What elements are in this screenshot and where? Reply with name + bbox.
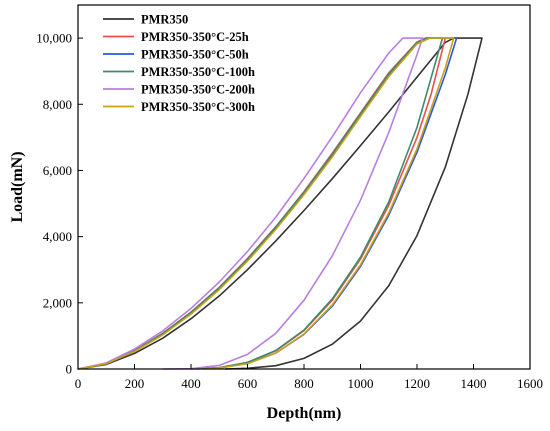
y-tick-label: 0: [66, 362, 73, 377]
series-line-0: [77, 37, 483, 370]
x-tick-label: 1000: [348, 376, 374, 391]
x-tick-label: 600: [238, 376, 258, 391]
x-axis-title: Depth(nm): [267, 405, 342, 422]
legend: PMR350 PMR350-350°C-25h PMR350-350°C-50h PM…: [103, 13, 255, 114]
series-line-3: [77, 37, 444, 370]
series-line-2: [77, 37, 458, 370]
x-tick-label: 0: [75, 376, 82, 391]
y-axis-title: Load(mN): [9, 151, 26, 222]
series-line-1: [77, 37, 447, 370]
y-tick-label: 4,000: [43, 229, 72, 244]
x-tick-label: 200: [125, 376, 145, 391]
series-layer: [77, 37, 483, 370]
x-tick-label: 400: [181, 376, 201, 391]
y-tick-label: 6,000: [43, 163, 72, 178]
legend-label-4: PMR350-350°C-200h: [141, 83, 255, 97]
x-tick-label: 1400: [461, 376, 487, 391]
legend-label-1: PMR350-350°C-25h: [141, 30, 249, 44]
y-tick-label: 8,000: [43, 97, 72, 112]
legend-label-0: PMR350: [141, 13, 188, 27]
series-line-5: [77, 37, 455, 370]
x-tick-label: 1200: [404, 376, 430, 391]
legend-label-5: PMR350-350°C-300h: [141, 100, 255, 114]
ticks-layer: 0 200 400 600 800 1000 1200 1400 1600 0 2,000 4,000…: [36, 31, 543, 391]
y-tick-label: 2,000: [43, 295, 72, 310]
x-tick-label: 1600: [517, 376, 543, 391]
legend-label-2: PMR350-350°C-50h: [141, 48, 249, 62]
y-tick-label: 10,000: [36, 31, 72, 46]
series-line-4: [77, 37, 424, 370]
legend-label-3: PMR350-350°C-100h: [141, 65, 255, 79]
x-tick-label: 800: [294, 376, 314, 391]
